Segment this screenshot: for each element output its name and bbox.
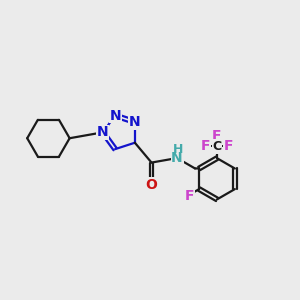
Text: N: N xyxy=(97,125,108,139)
Text: N: N xyxy=(129,115,141,129)
Text: F: F xyxy=(224,140,233,153)
Text: F: F xyxy=(200,140,210,153)
Text: N: N xyxy=(109,109,121,122)
Text: N: N xyxy=(171,151,183,165)
Text: O: O xyxy=(146,178,158,192)
Text: H: H xyxy=(173,143,183,156)
Text: F: F xyxy=(185,189,194,202)
Text: C: C xyxy=(212,140,222,153)
Text: F: F xyxy=(212,129,222,143)
